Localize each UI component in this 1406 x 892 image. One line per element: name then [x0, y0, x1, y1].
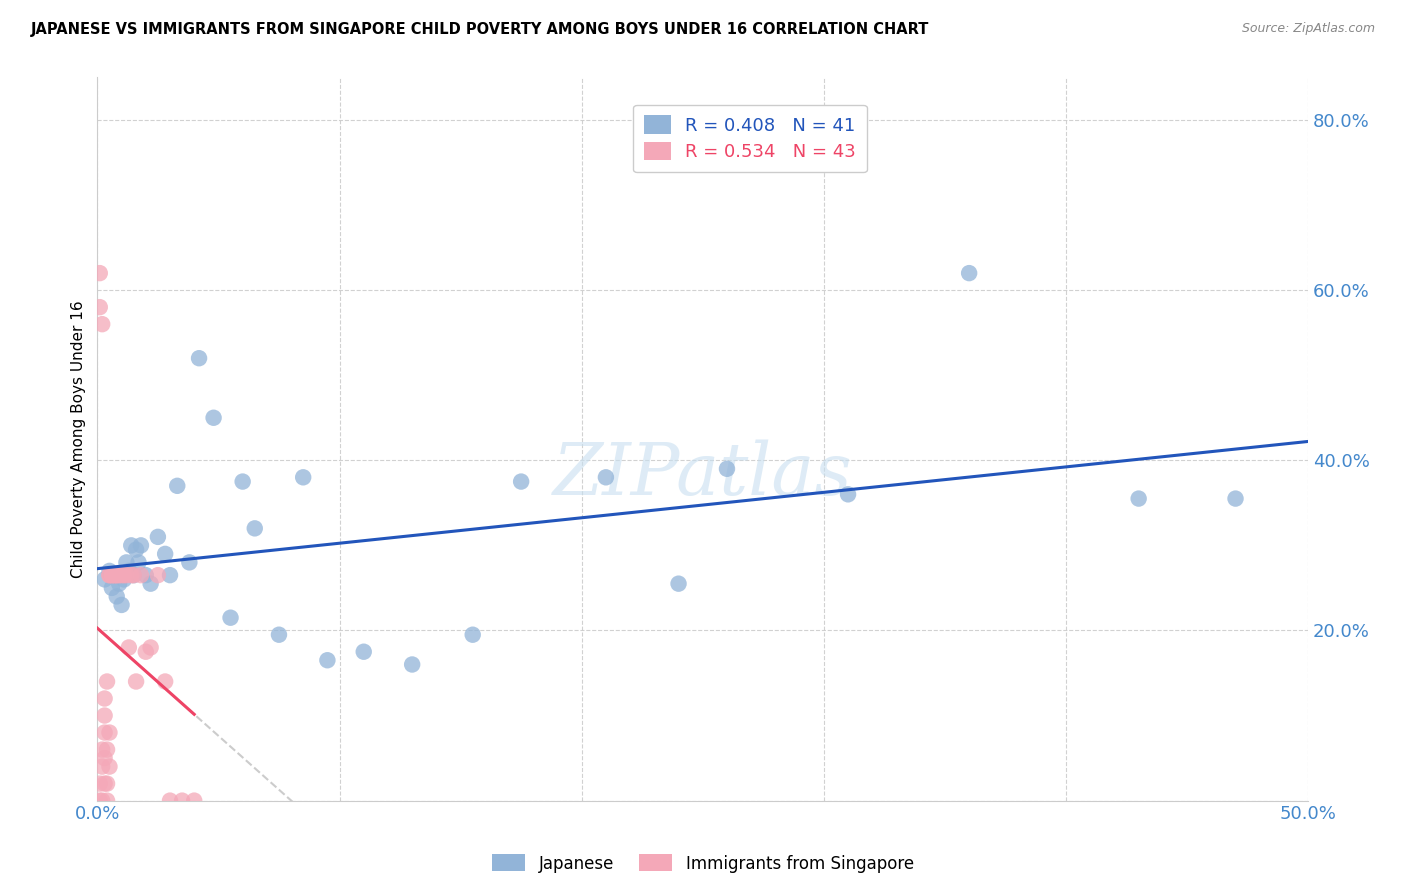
Point	[98, 568, 121, 582]
Point	[96, 776, 118, 790]
Point	[110, 568, 132, 582]
Point	[108, 576, 131, 591]
Point	[105, 590, 128, 604]
Point	[957, 266, 980, 280]
Point	[103, 568, 125, 582]
Point	[93, 751, 115, 765]
Point	[96, 742, 118, 756]
Point	[668, 576, 690, 591]
Point	[179, 555, 201, 569]
Point	[292, 470, 315, 484]
Point	[716, 462, 738, 476]
Point	[159, 568, 181, 582]
Point	[401, 657, 423, 672]
Point	[129, 538, 152, 552]
Point	[93, 691, 115, 706]
Point	[122, 568, 145, 582]
Y-axis label: Child Poverty Among Boys Under 16: Child Poverty Among Boys Under 16	[72, 301, 86, 578]
Point	[153, 674, 176, 689]
Point	[129, 568, 152, 582]
Point	[108, 568, 131, 582]
Point	[122, 568, 145, 582]
Point	[89, 776, 111, 790]
Point	[188, 351, 211, 366]
Point	[118, 564, 141, 578]
Point	[96, 674, 118, 689]
Point	[219, 610, 242, 624]
Point	[146, 530, 169, 544]
Point	[91, 794, 114, 808]
Point	[316, 653, 339, 667]
Point	[112, 568, 135, 582]
Point	[118, 640, 141, 655]
Point	[101, 581, 124, 595]
Point	[1128, 491, 1150, 506]
Point	[93, 708, 115, 723]
Point	[159, 794, 181, 808]
Point	[166, 479, 188, 493]
Point	[98, 564, 121, 578]
Point	[120, 568, 142, 582]
Text: ZIPatlas: ZIPatlas	[553, 440, 852, 510]
Point	[120, 538, 142, 552]
Point	[243, 521, 266, 535]
Point	[153, 547, 176, 561]
Point	[172, 794, 194, 808]
Point	[89, 266, 111, 280]
Point	[146, 568, 169, 582]
Point	[125, 674, 148, 689]
Point	[202, 410, 225, 425]
Point	[91, 759, 114, 773]
Point	[139, 640, 162, 655]
Point	[98, 725, 121, 739]
Point	[105, 568, 128, 582]
Point	[135, 568, 157, 582]
Point	[110, 598, 132, 612]
Point	[115, 568, 138, 582]
Point	[183, 794, 205, 808]
Point	[103, 568, 125, 582]
Point	[105, 568, 128, 582]
Text: JAPANESE VS IMMIGRANTS FROM SINGAPORE CHILD POVERTY AMONG BOYS UNDER 16 CORRELAT: JAPANESE VS IMMIGRANTS FROM SINGAPORE CH…	[31, 22, 929, 37]
Point	[91, 317, 114, 331]
Point	[93, 776, 115, 790]
Legend: R = 0.408   N = 41, R = 0.534   N = 43: R = 0.408 N = 41, R = 0.534 N = 43	[633, 104, 868, 172]
Point	[128, 555, 150, 569]
Point	[91, 742, 114, 756]
Point	[89, 300, 111, 314]
Point	[232, 475, 254, 489]
Point	[96, 794, 118, 808]
Point	[139, 576, 162, 591]
Point	[1225, 491, 1247, 506]
Legend: Japanese, Immigrants from Singapore: Japanese, Immigrants from Singapore	[485, 847, 921, 880]
Point	[98, 568, 121, 582]
Point	[93, 725, 115, 739]
Point	[115, 555, 138, 569]
Point	[461, 628, 484, 642]
Point	[267, 628, 290, 642]
Point	[112, 573, 135, 587]
Point	[510, 475, 533, 489]
Point	[125, 542, 148, 557]
Point	[93, 573, 115, 587]
Point	[837, 487, 859, 501]
Point	[103, 568, 125, 582]
Point	[353, 645, 375, 659]
Point	[101, 568, 124, 582]
Text: Source: ZipAtlas.com: Source: ZipAtlas.com	[1241, 22, 1375, 36]
Point	[98, 759, 121, 773]
Point	[101, 568, 124, 582]
Point	[89, 794, 111, 808]
Point	[135, 645, 157, 659]
Point	[595, 470, 617, 484]
